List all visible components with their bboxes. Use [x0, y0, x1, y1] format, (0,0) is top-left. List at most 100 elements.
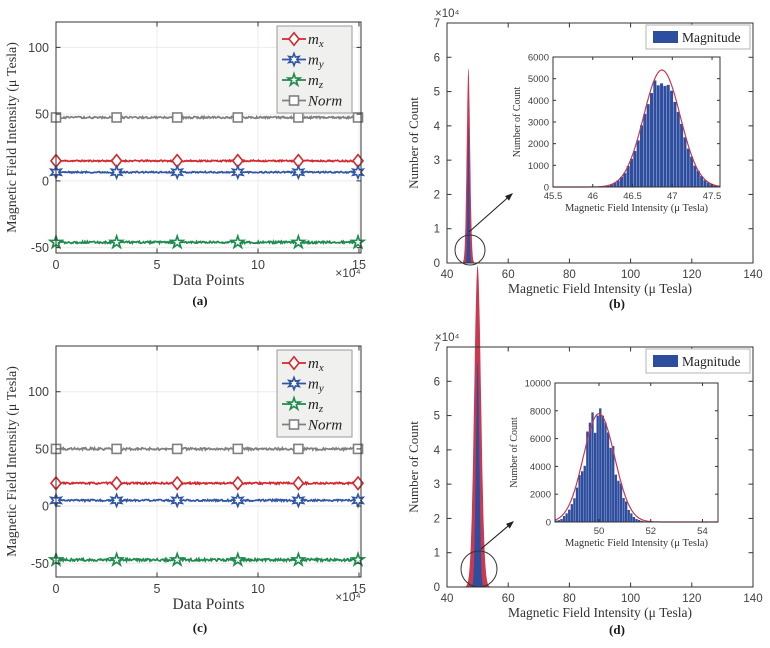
caption-d: (d)	[609, 622, 625, 637]
y-tick-label: 3	[434, 155, 440, 167]
y-tick-label: -50	[31, 557, 49, 571]
y-tick-label: 50	[35, 442, 49, 456]
chart-d-canvas: 40 60 80 100 120 140 0 1 2 3 4 5 6 7 Magnetic Field In…	[406, 264, 763, 620]
series-my	[48, 164, 366, 181]
x-axis-label: Magnetic Field Intensity (μ Tesla)	[508, 605, 692, 620]
axes-box	[55, 21, 362, 254]
series-mz	[47, 550, 367, 568]
inset-x-label: Magnetic Field Intensity (μ Tesla)	[565, 203, 709, 214]
y-tick-label: 0	[42, 500, 49, 514]
zoom-annotation	[460, 521, 514, 588]
y-tick-label: 6	[434, 52, 440, 64]
inset-x-tick: 46.5	[623, 191, 642, 202]
x-tick-label: 120	[682, 593, 701, 605]
x-tick-label: 80	[563, 269, 576, 281]
x-tick-label: 60	[502, 593, 515, 605]
inset-y-tick: 8000	[530, 406, 551, 417]
legend: mx my mz Norm	[276, 349, 353, 438]
x-axis-multiplier: ×10⁴	[335, 590, 361, 604]
y-tick-label: -50	[31, 241, 49, 255]
legend-entry: mz	[308, 397, 324, 415]
x-axis-label: Magnetic Field Intensity (μ Tesla)	[508, 281, 692, 296]
y-tick-label: 2	[434, 513, 440, 525]
chart-a-canvas: 0 5 10 15 -50 0 50 100 Data Points Magnetic Field…	[5, 21, 367, 289]
main-peak	[464, 264, 492, 587]
y-tick-label: 6	[434, 376, 440, 388]
x-axis-label: Data Points	[173, 596, 245, 613]
x-axis-multiplier: ×10⁴	[335, 266, 361, 280]
y-tick-label: 0	[434, 582, 440, 594]
series-my	[48, 492, 366, 509]
inset-y-tick: 0	[544, 183, 549, 194]
inset-y-tick: 2000	[528, 139, 549, 150]
x-tick-label: 15	[352, 258, 366, 272]
y-tick-label: 4	[434, 121, 441, 133]
inset-y-label: Number of Count	[509, 417, 520, 488]
series-mz	[47, 233, 367, 250]
y-tick-label: 7	[434, 18, 440, 30]
inset-x-tick: 45.5	[544, 191, 563, 202]
y-tick-label: 0	[42, 174, 49, 188]
inset-y-tick: 3000	[528, 118, 549, 129]
inset-x-tick: 47.5	[703, 191, 722, 202]
x-tick-label: 0	[53, 582, 60, 596]
axes-box	[446, 346, 754, 588]
x-axis-label: Data Points	[173, 272, 245, 289]
y-tick-label: 4	[434, 445, 441, 457]
y-axis-label: Magnetic Field Intensity (μ Tesla)	[5, 42, 20, 233]
x-tick-label: 120	[682, 269, 701, 281]
chart-b-canvas: 40 60 80 100 120 140 0 1 2 3 4 5 6 7 Magnetic Field In…	[406, 8, 763, 296]
panel-a: 0 5 10 15 -50 0 50 100 Data Points Magnetic Field…	[0, 0, 385, 324]
series-mx	[49, 153, 365, 169]
y-tick-label: 100	[28, 385, 49, 399]
inset-y-tick: 5000	[528, 74, 549, 85]
panel-c: 0 5 10 15 -50 0 50 100 Data Points Magnetic Field…	[0, 324, 385, 648]
legend-entry: mz	[308, 73, 324, 91]
inset-y-tick: 2000	[530, 490, 551, 501]
inset-x-tick: 54	[697, 526, 708, 537]
inset-y-tick: 4000	[530, 462, 551, 473]
y-axis-label: Magnetic Field Intensity (μ Tesla)	[5, 366, 20, 557]
y-axis-multiplier: ×10⁴	[435, 332, 460, 344]
inset-x-tick: 47	[667, 191, 678, 202]
inset-x-tick: 50	[594, 526, 605, 537]
x-tick-label: 0	[53, 258, 60, 272]
y-tick-label: 50	[35, 108, 49, 122]
inset-y-tick: 0	[546, 518, 551, 529]
legend: Magnitude	[645, 348, 751, 374]
x-tick-label: 100	[621, 269, 640, 281]
y-axis-label: Number of Count	[406, 421, 421, 513]
series-Norm	[50, 112, 364, 123]
x-tick-label: 100	[621, 593, 640, 605]
legend-entry: Norm	[307, 418, 342, 434]
x-tick-label: 140	[743, 593, 762, 605]
gridlines	[56, 22, 361, 253]
inset-y-tick: 4000	[528, 96, 549, 107]
y-axis-label: Number of Count	[406, 97, 421, 189]
x-tick-label: 40	[441, 269, 454, 281]
legend-entry: mx	[308, 356, 324, 374]
x-tick-label: 140	[743, 269, 762, 281]
x-tick-label: 10	[251, 258, 265, 272]
inset-y-tick: 1000	[528, 161, 549, 172]
inset-x-tick: 52	[645, 526, 656, 537]
legend: mx my mz Norm	[276, 25, 353, 114]
x-tick-label: 80	[563, 593, 576, 605]
inset-y-label: Number of Count	[512, 87, 523, 158]
inset-histogram	[554, 408, 718, 523]
legend-entry: my	[308, 53, 324, 71]
x-tick-label: 15	[352, 582, 366, 596]
y-tick-label: 5	[434, 87, 440, 99]
x-tick-label: 5	[154, 258, 161, 272]
panel-d: 40 60 80 100 120 140 0 1 2 3 4 5 6 7 Magnetic Field In…	[385, 264, 770, 648]
caption-a: (a)	[192, 293, 208, 308]
y-tick-label: 0	[434, 258, 440, 270]
main-peak	[461, 67, 476, 263]
legend-entry: mx	[308, 32, 324, 50]
y-axis-multiplier: ×10⁴	[435, 8, 460, 20]
y-tick-label: 3	[434, 479, 440, 491]
axes-box	[554, 382, 719, 523]
legend-entry: Magnitude	[682, 354, 741, 369]
inset-x-tick: 46	[587, 191, 598, 202]
